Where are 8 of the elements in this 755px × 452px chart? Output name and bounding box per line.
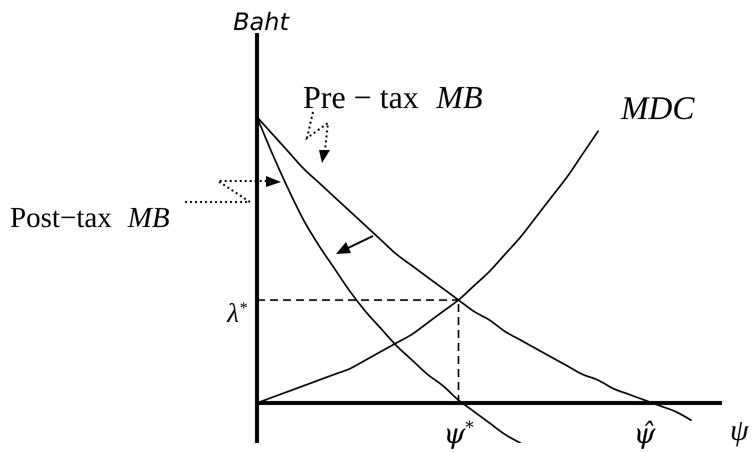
y-axis-title: Baht [233, 8, 290, 36]
series-label: Pre − tax MB [303, 79, 483, 115]
series-label: MDC [620, 91, 696, 127]
x-tick-label: ψ̂ [634, 417, 657, 450]
x-axis-title: ψ [730, 414, 750, 447]
text: Post−tax MB [10, 202, 170, 234]
x-tick-label: ψ$^{*}$ [443, 417, 474, 450]
ref-line-label: λ$^{*}$ [226, 298, 248, 328]
